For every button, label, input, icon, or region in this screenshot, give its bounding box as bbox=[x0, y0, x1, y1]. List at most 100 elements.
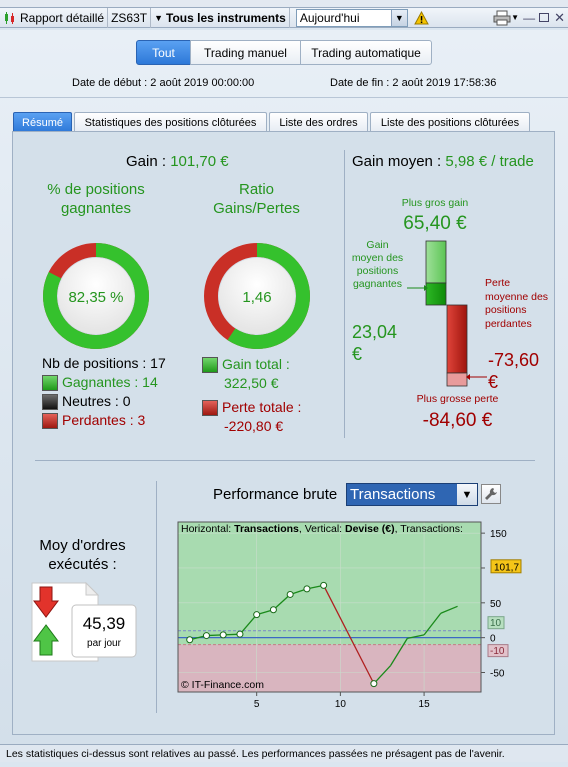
orders-unit: par jour bbox=[87, 638, 121, 649]
pct-winning-title: % de positions gagnantes bbox=[47, 181, 145, 217]
filter-all-button[interactable]: Tout bbox=[136, 40, 191, 65]
end-date: Date de fin : 2 août 2019 17:58:36 bbox=[330, 77, 496, 89]
avg-gain-label: Gain moyen : bbox=[352, 153, 442, 170]
upper-band-badge bbox=[487, 616, 505, 630]
gain-total-value: 322,50 € bbox=[224, 375, 279, 391]
neutral-count: Neutres : 0 bbox=[42, 393, 131, 411]
account-id: ZS63T bbox=[111, 10, 148, 25]
orders-divider bbox=[156, 481, 157, 713]
series-segment bbox=[407, 634, 425, 639]
data-point bbox=[286, 590, 294, 598]
tab-closed-positions-label: Liste des positions clôturées bbox=[380, 116, 520, 129]
max-loss-value: -84,60 € bbox=[422, 410, 493, 431]
orders-value: 45,39 bbox=[82, 614, 126, 633]
filter-auto-button[interactable]: Trading automatique bbox=[300, 40, 432, 65]
close-icon[interactable]: ✕ bbox=[554, 9, 565, 25]
filter-manual-button[interactable]: Trading manuel bbox=[190, 40, 301, 65]
gain-line: Gain : 101,70 € bbox=[126, 153, 229, 170]
donut-center bbox=[58, 258, 134, 334]
performance-select-value: Transactions bbox=[350, 486, 436, 503]
filter-auto-label: Trading automatique bbox=[311, 45, 421, 60]
start-date-value: 2 août 2019 00:00:00 bbox=[150, 77, 255, 89]
series-segment bbox=[423, 612, 442, 636]
pct-winning-value: 82,35 % bbox=[68, 289, 123, 306]
ratio-win-arc bbox=[204, 243, 310, 349]
y-tick-label: -50 bbox=[490, 668, 505, 679]
gain-value: 101,70 € bbox=[170, 153, 229, 170]
candlestick-icon bbox=[5, 11, 14, 24]
positive-zone bbox=[178, 522, 481, 645]
avg-loss-bar bbox=[446, 304, 468, 374]
warning-icon bbox=[413, 10, 429, 24]
losing-label: Perdantes : 3 bbox=[62, 412, 146, 428]
toolbar: Rapport détaillé ZS63T ▼ Tous les instru… bbox=[0, 7, 568, 28]
start-date-label: Date de début : bbox=[72, 77, 148, 89]
filter-all-label: Tout bbox=[152, 45, 175, 60]
tab-closed-positions[interactable]: Liste des positions clôturées bbox=[370, 112, 530, 132]
last-value-badge bbox=[490, 559, 522, 574]
filter-manual-label: Trading manuel bbox=[204, 45, 287, 60]
account-label[interactable]: ZS63T bbox=[108, 7, 152, 28]
green-square-icon bbox=[42, 375, 58, 392]
series-segment bbox=[323, 585, 375, 684]
black-square-icon bbox=[42, 394, 58, 411]
minimize-icon[interactable]: — bbox=[523, 10, 536, 25]
red-square-icon bbox=[202, 400, 218, 417]
series-segment bbox=[272, 593, 291, 611]
printer-menu-icon[interactable]: ▼ bbox=[511, 13, 520, 22]
dropdown-arrow-icon: ▼ bbox=[154, 12, 163, 23]
section-divider bbox=[35, 460, 535, 461]
data-point bbox=[186, 636, 194, 644]
orders-title: Moy d'ordres exécutés : bbox=[39, 537, 126, 573]
tab-summary[interactable]: Résumé bbox=[13, 112, 72, 132]
max-loss-bar bbox=[446, 372, 468, 387]
chart-watermark: © IT-Finance.com bbox=[181, 679, 264, 691]
avg-win-arrowhead-icon bbox=[424, 285, 428, 291]
max-gain-value: 65,40 € bbox=[403, 213, 467, 234]
data-point bbox=[253, 611, 261, 619]
report-button[interactable]: Rapport détaillé bbox=[0, 7, 109, 28]
period-value: Aujourd'hui bbox=[299, 10, 360, 25]
tab-closed-stats[interactable]: Statistiques des positions clôturées bbox=[74, 112, 267, 132]
maximize-icon[interactable] bbox=[539, 13, 550, 22]
settings-button[interactable] bbox=[481, 484, 501, 504]
vertical-divider bbox=[344, 150, 345, 438]
instruments-label: Tous les instruments bbox=[166, 10, 286, 25]
performance-select[interactable]: Transactions ▼ bbox=[346, 483, 478, 506]
disclaimer-text: Les statistiques ci-dessus sont relative… bbox=[6, 747, 505, 760]
end-date-value: 2 août 2019 17:58:36 bbox=[392, 77, 497, 89]
loss-total: Perte totale : -220,80 € bbox=[202, 398, 301, 436]
value-labels: 101,7 10 -10 bbox=[487, 559, 522, 658]
nb-positions: Nb de positions : 17 bbox=[42, 355, 166, 371]
winning-count: Gagnantes : 14 bbox=[42, 374, 158, 392]
y-tick-label: 0 bbox=[490, 634, 496, 645]
series-segment bbox=[239, 614, 258, 635]
printer-icon[interactable] bbox=[493, 10, 511, 26]
ratio-donut: 1,46 bbox=[204, 243, 310, 349]
instruments-dropdown[interactable]: ▼ Tous les instruments bbox=[151, 7, 290, 28]
wrench-icon bbox=[485, 488, 497, 500]
gain-loss-bars bbox=[407, 240, 468, 387]
tab-orders-label: Liste des ordres bbox=[279, 116, 358, 129]
max-gain-label: Plus gros gain bbox=[401, 197, 469, 209]
avg-win-bar bbox=[425, 282, 447, 306]
data-point bbox=[219, 631, 227, 639]
last-value-text: 101,7 bbox=[494, 562, 519, 573]
neutral-label: Neutres : 0 bbox=[62, 393, 131, 409]
green-square-icon bbox=[202, 357, 218, 374]
max-loss-label: Plus grosse perte bbox=[416, 393, 499, 405]
series-segment bbox=[440, 605, 458, 614]
avg-loss-label: Perte moyenne des positions perdantes bbox=[485, 277, 549, 330]
tab-orders[interactable]: Liste des ordres bbox=[269, 112, 368, 132]
period-select[interactable]: Aujourd'hui ▼ bbox=[295, 8, 408, 27]
avg-loss-arrow-icon bbox=[466, 374, 487, 380]
lower-band-badge bbox=[487, 644, 509, 658]
data-point bbox=[303, 585, 311, 593]
avg-win-value: 23,04 € bbox=[352, 322, 398, 364]
lower-band-text: -10 bbox=[490, 646, 505, 657]
pct-winning-donut: 82,35 % bbox=[43, 243, 149, 349]
red-square-icon bbox=[42, 413, 58, 430]
avg-loss-value: -73,60 € bbox=[488, 350, 540, 392]
chart-info: Horizontal: Transactions, Vertical: Devi… bbox=[181, 523, 463, 535]
series-segment bbox=[390, 638, 408, 666]
